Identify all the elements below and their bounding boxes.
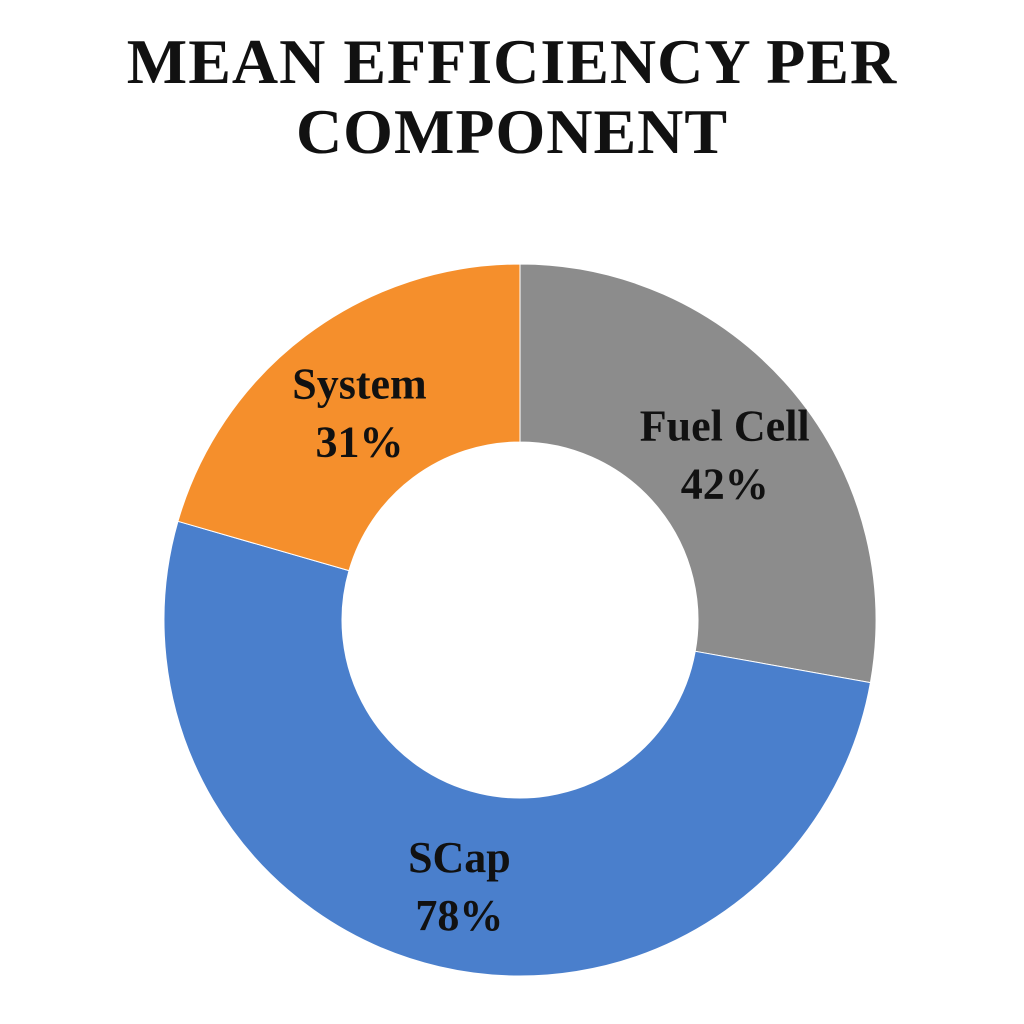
chart-title-line-1: MEAN EFFICIENCY PER: [126, 26, 898, 97]
slice-fuel-cell: [519, 263, 877, 684]
slices-layer: [163, 263, 877, 977]
chart-title-line-2: COMPONENT: [295, 96, 729, 167]
data-label-name-scap: SCap: [408, 833, 511, 882]
data-label-value-system: 31%: [315, 418, 403, 467]
data-label-name-system: System: [292, 360, 426, 409]
data-label-name-fuel-cell: Fuel Cell: [640, 402, 810, 451]
slice-system: [177, 263, 521, 572]
data-label-value-scap: 78%: [415, 891, 503, 940]
slice-scap: [163, 520, 872, 977]
labels-layer: Fuel Cell 42% SCap 78% System 31%: [292, 360, 809, 940]
data-label-value-fuel-cell: 42%: [681, 460, 769, 509]
